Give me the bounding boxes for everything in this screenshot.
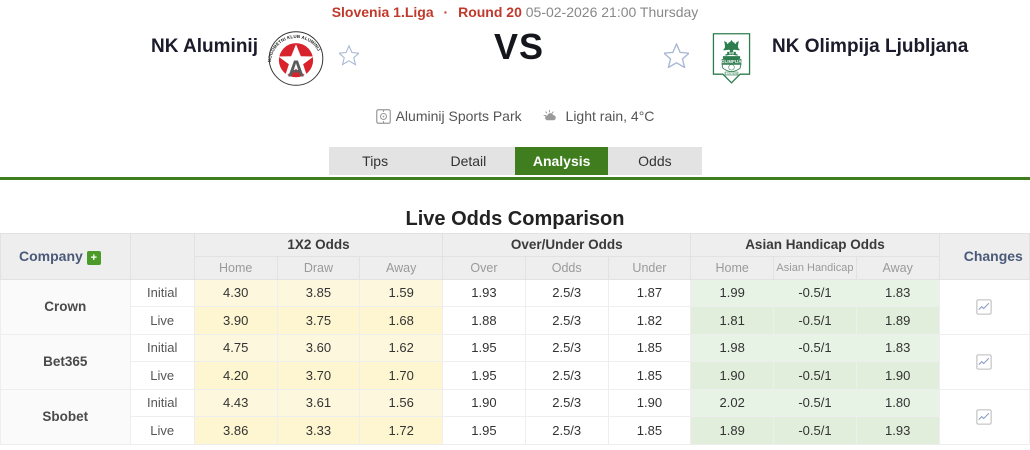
svg-text:1945: 1945 bbox=[729, 52, 735, 55]
svg-text:A: A bbox=[288, 56, 304, 82]
svg-text:OLIMPIJA: OLIMPIJA bbox=[721, 59, 741, 64]
